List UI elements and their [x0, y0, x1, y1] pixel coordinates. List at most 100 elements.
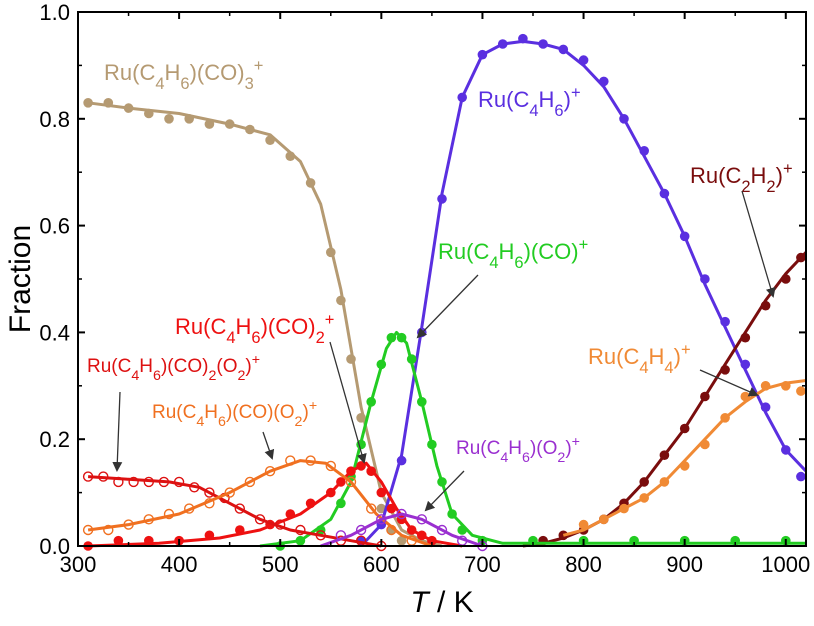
data-point: [285, 455, 296, 466]
series-8: [562, 379, 807, 537]
data-point: [700, 391, 710, 402]
label-part: 4: [500, 450, 508, 466]
data-point: [679, 461, 690, 471]
data-point: [396, 535, 407, 546]
data-point: [629, 535, 639, 546]
annotation-arrow: [329, 341, 367, 464]
data-point: [346, 354, 356, 364]
data-point: [538, 39, 548, 49]
data-point: [103, 98, 114, 108]
label-part: 3: [245, 75, 254, 93]
label-part: Ru(C: [456, 438, 500, 459]
series-curve: [562, 379, 807, 537]
annotation-arrow: [112, 391, 123, 472]
series-label-c4h4: Ru(C4H4)+: [588, 341, 691, 377]
data-point: [336, 295, 346, 306]
series-3: [259, 330, 806, 551]
label-part: H: [139, 356, 153, 377]
x-tick-label: 900: [666, 552, 703, 577]
label-part: H: [649, 344, 665, 369]
data-point: [204, 119, 215, 129]
series-2: [522, 251, 808, 548]
label-part: +: [681, 341, 691, 359]
label-part: Ru(C: [152, 402, 196, 423]
data-point: [143, 476, 155, 488]
annotation-arrow: [741, 190, 776, 298]
data-point: [315, 530, 326, 541]
label-part: 2: [557, 450, 565, 466]
label-part: 2: [237, 368, 245, 384]
data-point: [396, 455, 407, 466]
data-point: [720, 365, 730, 375]
data-point: [336, 477, 346, 487]
data-point: [173, 476, 185, 488]
data-point: [376, 359, 387, 370]
label-part: 4: [529, 102, 538, 120]
data-point: [518, 33, 528, 44]
data-point: [345, 476, 357, 488]
data-point: [315, 525, 326, 535]
label-part: ): [564, 87, 571, 112]
data-point: [427, 439, 437, 450]
data-point: [204, 498, 215, 509]
label-part: 4: [226, 329, 235, 347]
data-point: [796, 252, 806, 263]
data-point: [396, 332, 407, 343]
data-point: [123, 519, 134, 530]
data-point: [558, 44, 569, 55]
label-part: 6: [522, 450, 530, 466]
data-point: [386, 332, 397, 343]
data-point: [346, 466, 356, 477]
x-tick-label: 1000: [761, 552, 810, 577]
data-point: [285, 151, 296, 161]
data-point: [578, 55, 589, 65]
data-point: [144, 535, 154, 546]
label-layer: Ru(C4H6)(CO)3+Ru(C4H6)+Ru(C2H2)+Ru(C4H6)…: [87, 57, 793, 512]
data-point: [720, 316, 730, 327]
data-point: [457, 525, 468, 535]
data-point: [163, 508, 175, 520]
data-point: [700, 439, 710, 450]
series-label-co3: Ru(C4H6)(CO)3+: [104, 57, 263, 93]
label-part: 4: [196, 414, 204, 430]
data-point: [720, 413, 730, 423]
label-part: 2: [316, 329, 325, 347]
data-point: [189, 482, 200, 493]
label-part: ): [674, 344, 681, 369]
data-point: [376, 503, 387, 514]
label-part: 6: [218, 414, 226, 430]
series-curve: [87, 459, 433, 548]
label-part: ): [245, 356, 251, 377]
data-point: [366, 466, 377, 477]
label-part: 2: [208, 368, 216, 384]
series-1: [356, 33, 808, 548]
data-point: [275, 519, 286, 530]
y-tick-label: 0.8: [39, 107, 70, 132]
data-point: [599, 76, 609, 87]
data-point: [457, 92, 468, 103]
data-point: [619, 114, 629, 124]
series-curve: [88, 475, 382, 548]
x-tick-label: 700: [464, 552, 501, 577]
label-part: ): [302, 402, 308, 423]
data-point: [356, 413, 366, 423]
y-tick-label: 0.4: [39, 320, 70, 345]
data-point: [639, 477, 649, 487]
data-point: [436, 524, 448, 536]
data-point: [659, 188, 670, 199]
data-point: [730, 535, 740, 546]
series-label-coo2: Ru(C4H6)(CO)(O2)+: [152, 398, 317, 430]
data-point: [83, 98, 93, 108]
data-point: [796, 386, 806, 396]
data-point: [406, 354, 417, 364]
data-point: [619, 503, 629, 514]
data-point: [376, 514, 387, 525]
label-part: +: [571, 84, 581, 102]
data-point: [235, 525, 245, 535]
y-tick-label: 0.6: [39, 214, 70, 239]
data-point: [386, 503, 397, 514]
data-point: [326, 487, 336, 498]
x-tick-label: 500: [262, 552, 299, 577]
label-part: +: [572, 434, 580, 450]
series-curve: [360, 39, 808, 548]
